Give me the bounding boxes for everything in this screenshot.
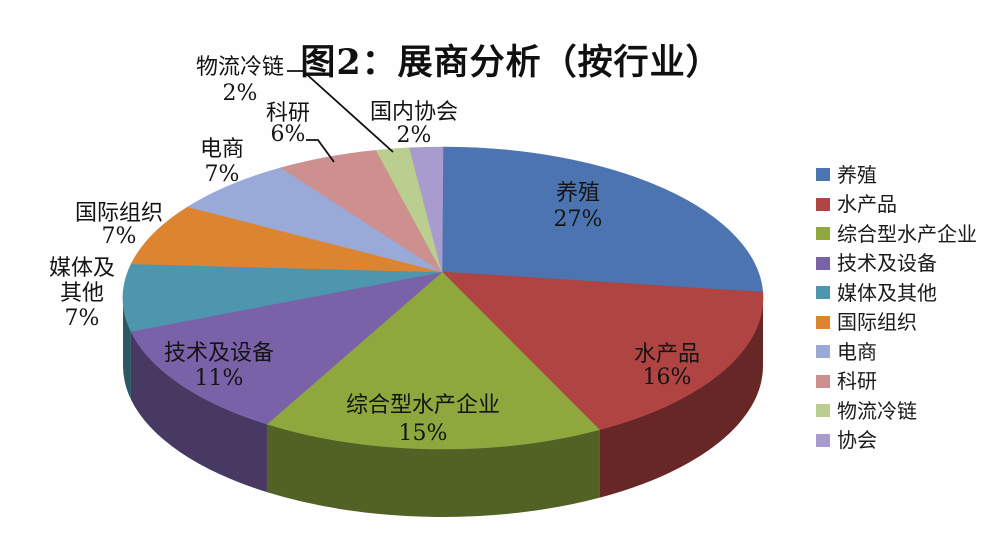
pie-slice-4	[122, 263, 443, 332]
slice-label-2: 综合型水产企业 15%	[346, 393, 500, 446]
svg-text:7%: 7%	[205, 162, 240, 187]
legend-item-9: 协会	[816, 426, 977, 456]
svg-text:国际组织: 国际组织	[75, 201, 163, 226]
legend-label: 媒体及其他	[837, 280, 937, 305]
pie-slice-wall-3	[130, 331, 267, 493]
pie-slice-9	[409, 146, 444, 273]
legend-label: 养殖	[837, 162, 877, 187]
svg-text:2%: 2%	[397, 123, 432, 148]
legend-swatch	[816, 433, 830, 447]
slice-label-7: 科研6%	[266, 101, 310, 147]
pie-slice-wall-2	[266, 424, 600, 517]
legend-swatch	[816, 404, 830, 418]
legend-label: 技术及设备	[837, 251, 937, 276]
legend-item-5: 国际组织	[816, 308, 977, 338]
pie-slice-1	[441, 271, 764, 431]
legend-swatch	[816, 286, 830, 300]
legend-swatch	[816, 345, 830, 359]
svg-text:6%: 6%	[271, 122, 306, 147]
svg-text:物流冷链: 物流冷链	[196, 55, 284, 80]
legend-swatch	[816, 197, 830, 211]
svg-text:电商: 电商	[200, 137, 244, 162]
legend-item-7: 科研	[816, 367, 977, 397]
legend-label: 国际组织	[837, 310, 917, 335]
legend-item-6: 电商	[816, 337, 977, 367]
svg-text:媒体及: 媒体及	[49, 256, 115, 281]
svg-text:养殖: 养殖	[556, 181, 600, 206]
legend-swatch	[816, 227, 830, 241]
legend-label: 物流冷链	[837, 398, 917, 423]
svg-text:15%: 15%	[399, 421, 448, 446]
legend-label: 科研	[837, 369, 877, 394]
svg-text:技术及设备: 技术及设备	[164, 341, 274, 366]
svg-text:其他: 其他	[60, 281, 104, 306]
svg-text:水产品: 水产品	[634, 342, 700, 367]
legend-item-4: 媒体及其他	[816, 278, 977, 308]
pie-slice-0	[441, 146, 764, 293]
svg-text:11%: 11%	[195, 366, 244, 391]
leader-line-wuliulenglian	[287, 70, 394, 153]
leader-line-keyan	[306, 139, 335, 163]
legend-item-8: 物流冷链	[816, 396, 977, 426]
svg-text:科研: 科研	[266, 101, 310, 126]
legend-label: 协会	[837, 428, 877, 453]
svg-text:综合型水产企业: 综合型水产企业	[346, 393, 500, 418]
pie-slice-3	[130, 271, 444, 425]
legend-item-2: 综合型水产企业	[816, 219, 977, 249]
svg-text:国内协会: 国内协会	[370, 100, 458, 125]
slice-label-6: 电商7%	[200, 137, 244, 187]
svg-text:7%: 7%	[65, 306, 100, 331]
pie-slice-wall-1	[599, 298, 763, 498]
legend-label: 综合型水产企业	[837, 221, 977, 246]
svg-text:27%: 27%	[554, 207, 603, 232]
pie-slice-wall-4	[123, 298, 131, 400]
legend-swatch	[816, 168, 830, 182]
chart-title: 图2：展商分析（按行业）	[300, 42, 722, 83]
legend: 养殖水产品综合型水产企业 技术及设备媒体及其他国际组织电商科研物流冷链协会	[816, 160, 977, 455]
legend-item-0: 养殖	[816, 160, 977, 190]
legend-swatch	[816, 315, 830, 329]
pie-slice-2	[266, 271, 600, 450]
pie-slice-5	[130, 206, 443, 273]
legend-swatch	[816, 374, 830, 388]
legend-label: 水产品	[837, 192, 897, 217]
svg-text:2%: 2%	[223, 81, 258, 106]
svg-text:16%: 16%	[643, 365, 692, 390]
legend-item-1: 水产品	[816, 190, 977, 220]
pie-slice-6	[187, 167, 443, 273]
legend-label: 电商	[837, 339, 877, 364]
legend-swatch	[816, 256, 830, 270]
legend-item-3: 技术及设备	[816, 249, 977, 279]
svg-text:7%: 7%	[102, 224, 137, 249]
